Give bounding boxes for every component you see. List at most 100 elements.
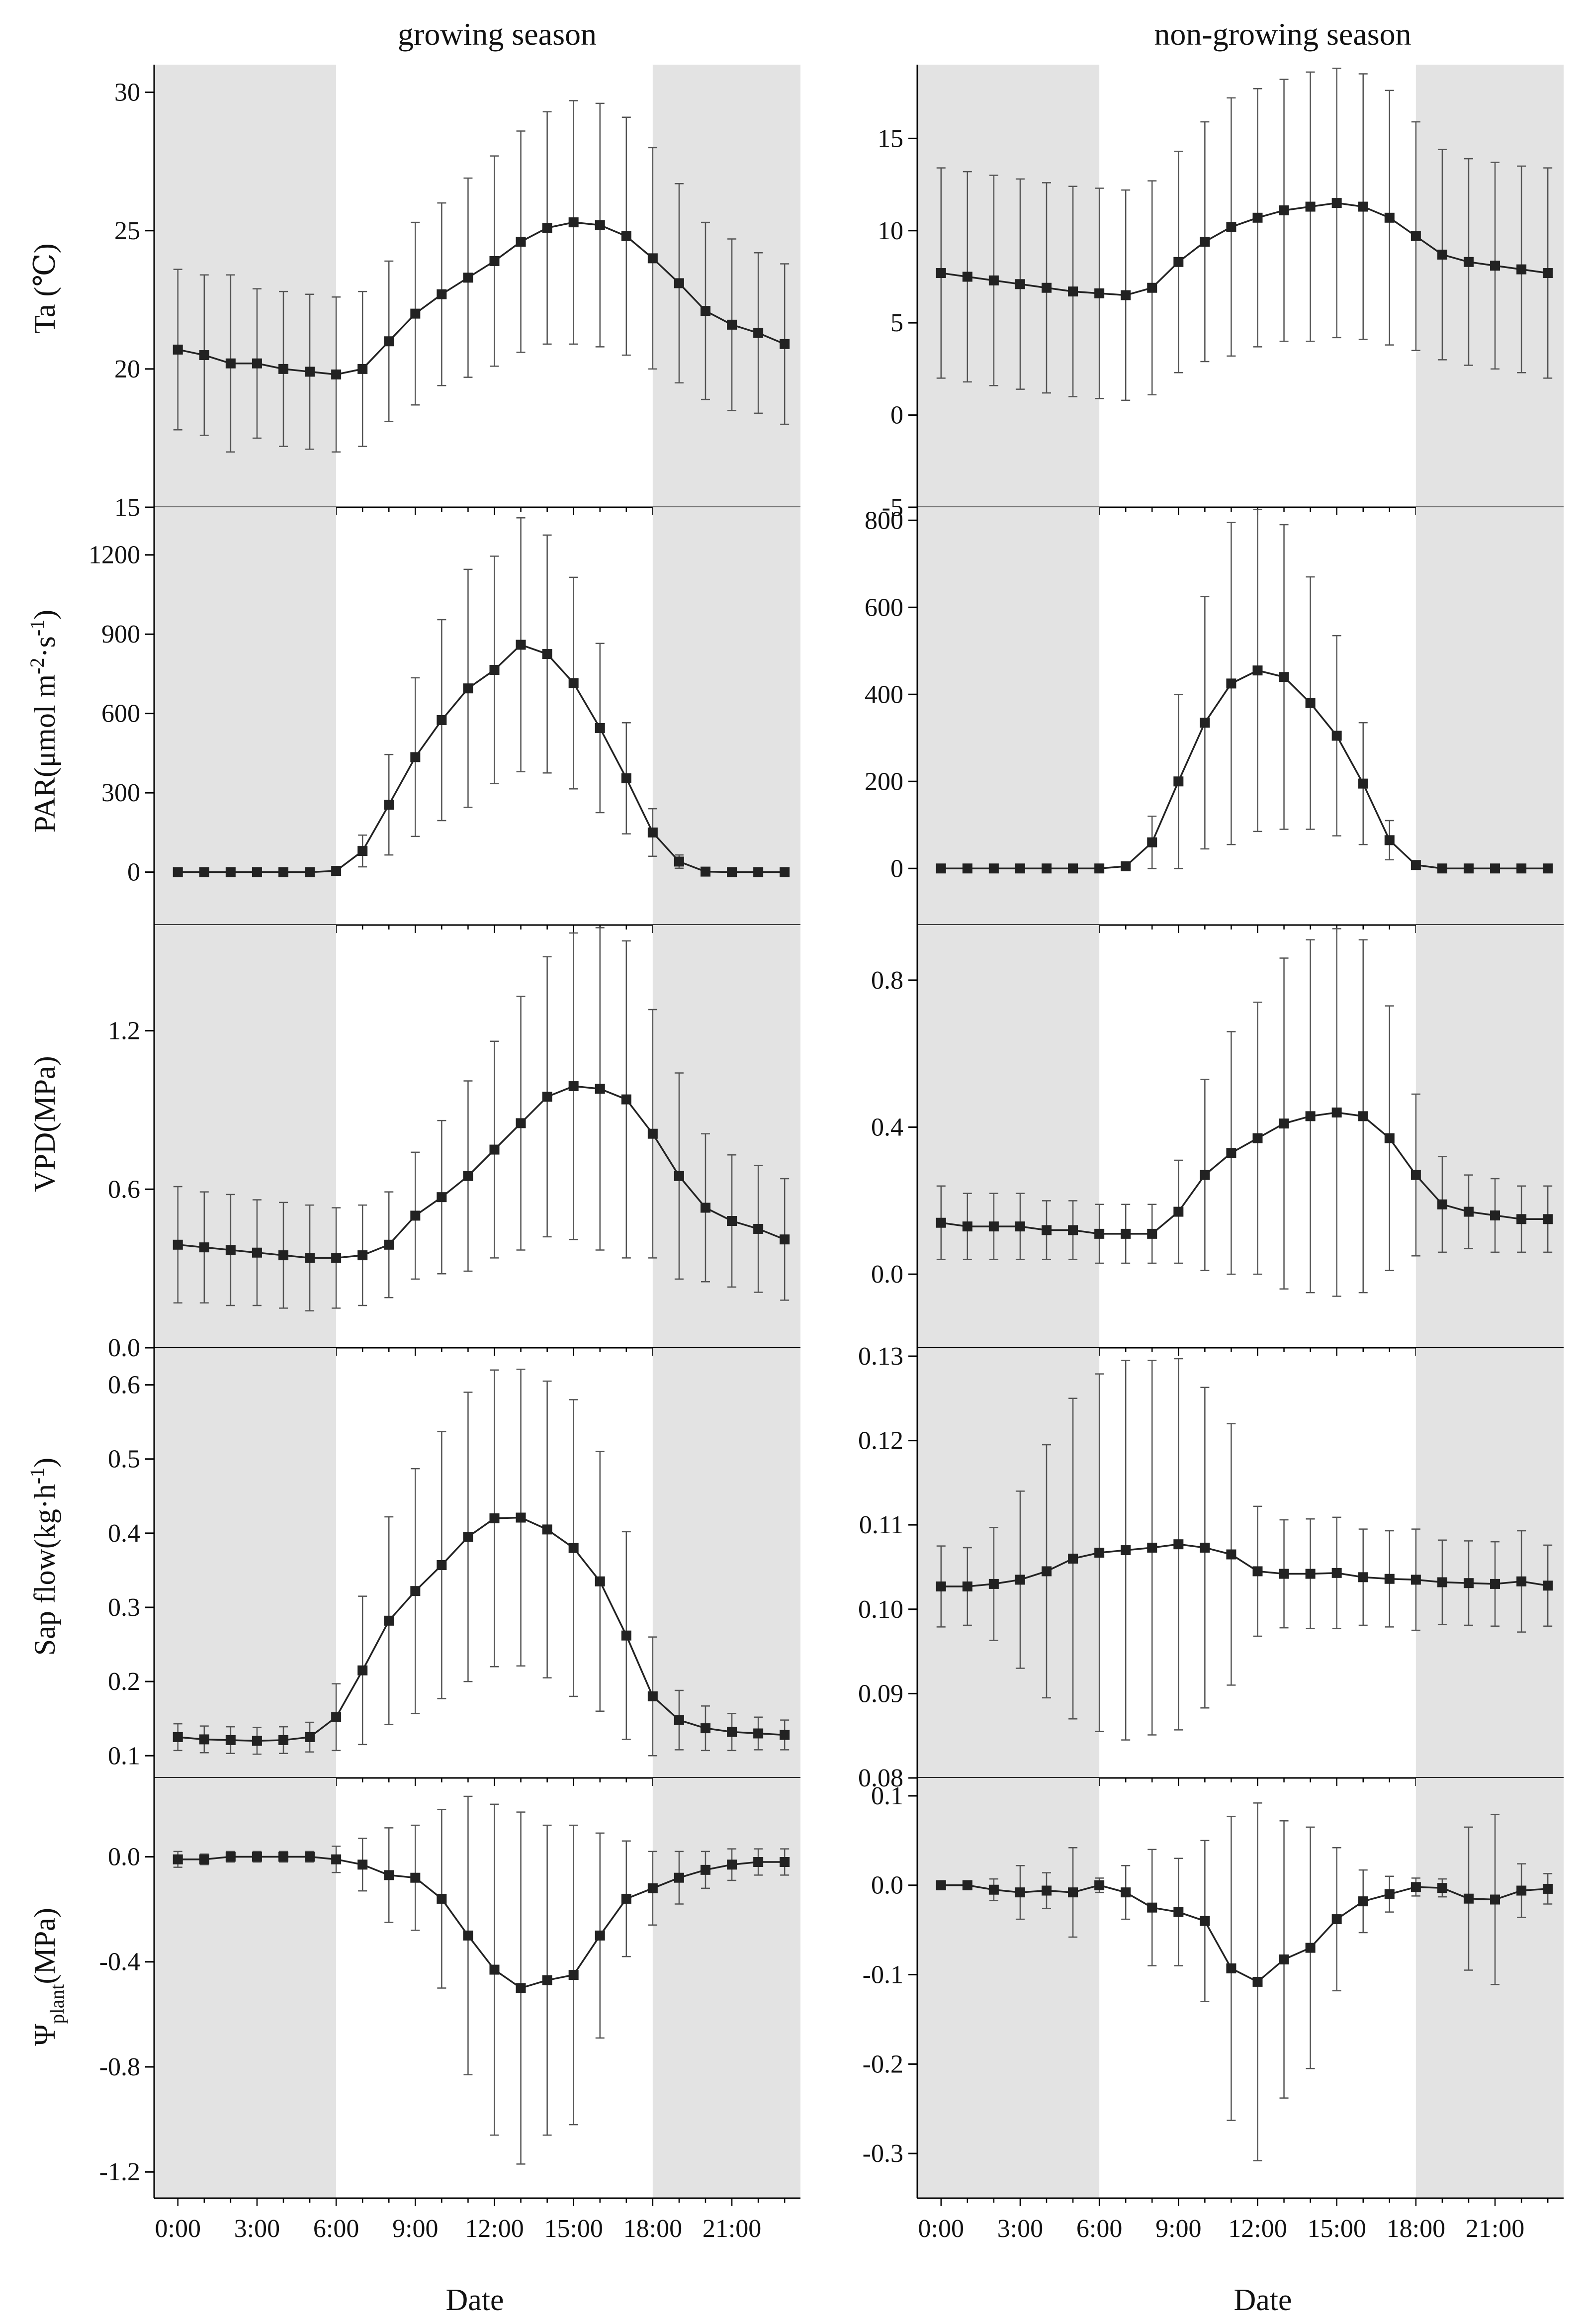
data-point — [173, 1854, 183, 1864]
x-tick-label: 12:00 — [1228, 2215, 1287, 2243]
ylabel-psi-sub: plant — [46, 1984, 68, 2024]
data-point — [621, 1893, 631, 1904]
data-point — [1279, 1954, 1289, 1964]
data-point — [1331, 1914, 1342, 1925]
y-tick-label: 0.1 — [871, 1782, 903, 1810]
data-point — [674, 1715, 684, 1725]
data-point — [1463, 257, 1474, 267]
data-point — [1121, 290, 1131, 300]
data-point — [988, 1579, 999, 1589]
data-point — [331, 1712, 342, 1722]
data-point — [595, 1084, 605, 1094]
data-point — [225, 1735, 236, 1745]
data-point — [1490, 863, 1500, 874]
y-tick-label: 20 — [114, 355, 140, 383]
data-point — [962, 863, 972, 874]
data-point — [727, 1859, 737, 1870]
data-point — [305, 1253, 315, 1263]
x-tick-label: 15:00 — [544, 2215, 603, 2243]
data-point — [988, 863, 999, 874]
data-point — [463, 1171, 473, 1181]
data-point — [278, 364, 288, 374]
data-point — [199, 1242, 209, 1253]
data-point — [1543, 1214, 1553, 1224]
column-title-growing: growing season — [398, 16, 597, 52]
data-point — [1463, 1207, 1474, 1217]
data-point — [357, 1859, 368, 1870]
y-tick-label: 1200 — [88, 541, 140, 569]
data-point — [1437, 1577, 1447, 1587]
data-point — [936, 268, 946, 279]
night-shade-1 — [652, 1778, 800, 2198]
y-tick-label: 15 — [114, 493, 140, 522]
sapflow-growing-panel: 0.1 0.2 0.3 0.4 0.5 0.6 — [108, 1348, 800, 1786]
data-point — [1200, 1542, 1210, 1553]
data-point — [1384, 1133, 1395, 1143]
data-point — [780, 1857, 790, 1867]
y-tick-label: 1.2 — [108, 1017, 140, 1045]
data-point — [199, 350, 209, 361]
data-point — [252, 1247, 262, 1258]
data-point — [331, 1253, 342, 1263]
x-tick-label: 21:00 — [703, 2215, 761, 2243]
ylabel-sapflow-end: ) — [28, 1458, 61, 1468]
data-point — [1305, 698, 1316, 708]
night-shade-1 — [1415, 1348, 1564, 1778]
data-point — [1516, 264, 1527, 275]
data-point — [595, 1930, 605, 1941]
data-point — [1543, 268, 1553, 279]
data-point — [225, 867, 236, 877]
x-tick-label: 18:00 — [623, 2215, 682, 2243]
y-tick-label: 0.11 — [859, 1511, 903, 1539]
ylabel-vpd: VPD(MPa) — [28, 1056, 61, 1192]
data-point — [1068, 1554, 1078, 1564]
data-point — [463, 683, 473, 694]
data-point — [1200, 718, 1210, 728]
data-point — [331, 866, 342, 876]
data-point — [1015, 863, 1025, 874]
x-tick-label: 3:00 — [997, 2215, 1043, 2243]
data-point — [568, 217, 579, 228]
data-point — [1147, 1542, 1157, 1553]
data-point — [1463, 1893, 1474, 1904]
y-tick-label: 0.4 — [108, 1519, 140, 1548]
data-point — [1384, 212, 1395, 223]
data-point — [674, 1872, 684, 1883]
data-point — [1226, 1963, 1236, 1973]
data-point — [410, 1210, 421, 1221]
data-point — [199, 867, 209, 877]
data-point — [1147, 1902, 1157, 1913]
data-point — [173, 1732, 183, 1742]
y-tick-label: 0.10 — [858, 1595, 903, 1624]
y-tick-label: 0 — [890, 854, 903, 883]
data-point — [1094, 863, 1105, 874]
ylabel-sapflow-text: Sap flow(kg·h-1) — [26, 1458, 61, 1656]
data-point — [1384, 1574, 1395, 1584]
data-point — [1305, 1569, 1316, 1579]
sapflow-non-growing-panel: 0.08 0.09 0.10 0.11 0.12 0.13 — [858, 1342, 1564, 1792]
data-point — [199, 1734, 209, 1745]
y-tick-label: 30 — [114, 79, 140, 107]
data-point — [305, 1732, 315, 1742]
vpd-growing-panel: 0.0 0.6 1.2 — [108, 925, 800, 1362]
data-point — [463, 1532, 473, 1542]
data-point — [700, 866, 710, 877]
par-non-growing-panel: 0 200 400 600 800 — [865, 506, 1564, 933]
data-point — [1094, 1880, 1105, 1890]
x-tick-label: 6:00 — [1076, 2215, 1122, 2243]
data-point — [1410, 1170, 1421, 1180]
y-tick-label: 0 — [127, 858, 140, 887]
data-point — [1490, 1579, 1500, 1589]
data-point — [489, 256, 500, 266]
data-point — [1173, 1207, 1184, 1217]
data-point — [252, 1852, 262, 1862]
ylabel-psi-main: Ψ — [28, 2024, 61, 2046]
data-point — [753, 328, 764, 338]
y-tick-label: -0.8 — [99, 2053, 140, 2081]
data-point — [780, 1730, 790, 1740]
data-point — [1042, 863, 1052, 874]
data-point — [1358, 1896, 1368, 1907]
data-point — [1463, 1578, 1474, 1588]
y-tick-label: -0.1 — [863, 1961, 903, 1989]
